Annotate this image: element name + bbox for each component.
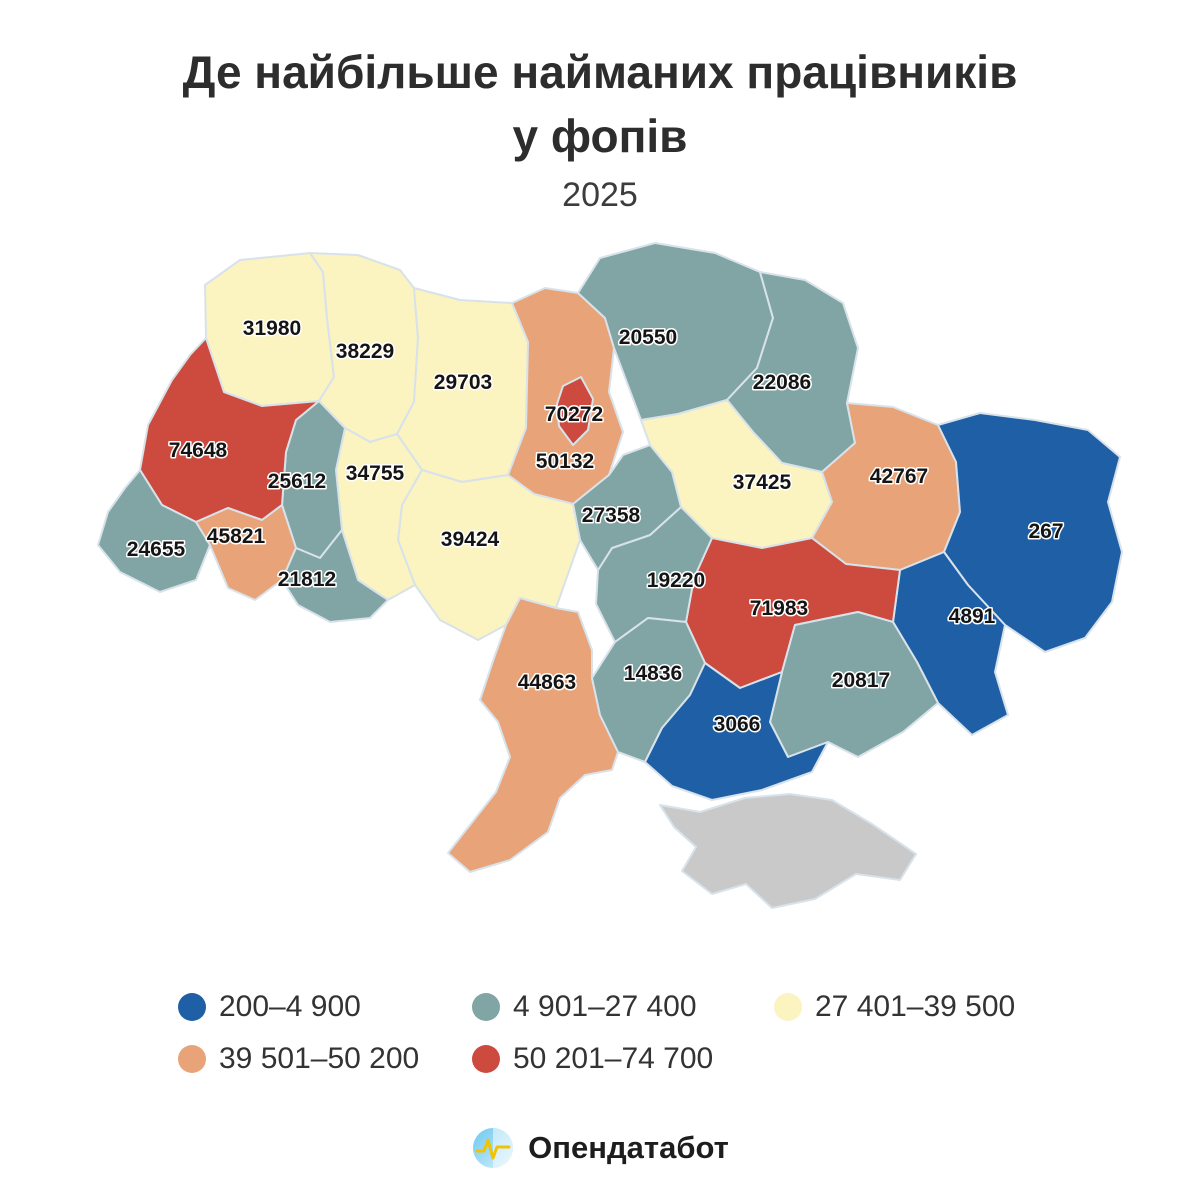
legend-item-4: 50 201–74 700	[472, 1042, 774, 1076]
legend-swatch-red	[472, 1045, 500, 1073]
label-khmelnytskyi: 34755	[346, 462, 405, 485]
region-labels: 31980 38229 29703 50132 70272 20550 2208…	[125, 316, 1065, 738]
legend-label-0: 200–4 900	[219, 990, 361, 1023]
legend-item-1: 4 901–27 400	[472, 990, 774, 1024]
label-mykolaiv: 14836	[624, 662, 682, 685]
label-zakarpattia: 24655	[127, 538, 186, 561]
label-cherkasy: 27358	[582, 504, 641, 527]
legend-label-3: 39 501–50 200	[219, 1042, 420, 1075]
region-crimea-shape[interactable]	[659, 793, 917, 909]
label-donetsk: 4891	[949, 605, 996, 628]
label-sumy: 22086	[753, 371, 811, 394]
legend-label-4: 50 201–74 700	[513, 1042, 714, 1075]
label-rivne: 38229	[336, 340, 394, 363]
subtitle-year: 2025	[562, 176, 638, 214]
region-chernivtsi-shape[interactable]	[281, 529, 389, 623]
label-vinnytsia: 39424	[441, 528, 500, 551]
legend-item-2: 27 401–39 500	[774, 990, 1015, 1024]
legend-label-1: 4 901–27 400	[513, 990, 697, 1023]
label-volyn: 31980	[243, 317, 301, 340]
label-kyiv-oblast: 50132	[536, 450, 594, 473]
label-kyiv-city: 70272	[545, 403, 603, 426]
label-kherson: 3066	[714, 713, 761, 736]
region-shapes	[97, 242, 1123, 909]
label-luhansk: 267	[1028, 520, 1063, 543]
label-dnipropetrovsk: 71983	[750, 597, 808, 620]
label-chernivtsi: 21812	[278, 568, 336, 591]
label-zaporizhzhia: 20817	[832, 669, 890, 692]
label-poltava: 37425	[733, 471, 792, 494]
label-kharkiv: 42767	[870, 465, 928, 488]
region-odesa-shape[interactable]	[447, 597, 619, 873]
label-odesa: 44863	[518, 671, 576, 694]
region-zakarpattia-shape[interactable]	[97, 469, 211, 593]
opendatabot-logo-icon	[473, 1128, 514, 1168]
legend-swatch-teal	[472, 993, 500, 1021]
legend-item-0: 200–4 900	[178, 990, 472, 1024]
legend-label-2: 27 401–39 500	[815, 990, 1016, 1023]
title-line-1: Де найбільше найманих працівників	[182, 46, 1018, 98]
label-zhytomyr: 29703	[434, 371, 492, 394]
region-kyiv-city-shape[interactable]	[556, 376, 594, 446]
title-line-2: у фопів	[512, 110, 688, 163]
footer: Опендатабот	[0, 1126, 1200, 1170]
legend-swatch-blue	[178, 993, 206, 1021]
label-chernihiv: 20550	[619, 326, 677, 349]
label-ternopil: 25612	[268, 470, 326, 493]
brand-name: Опендатабот	[528, 1130, 729, 1165]
page-title: Де найбільше найманих працівників у фопі…	[0, 40, 1200, 169]
legend: 200–4 900 4 901–27 400 27 401–39 500 39 …	[178, 990, 1015, 1076]
label-lviv: 74648	[169, 439, 228, 462]
region-luhansk-shape[interactable]	[937, 412, 1123, 653]
region-cherkasy-shape[interactable]	[572, 444, 682, 571]
label-kirovohrad: 19220	[647, 569, 705, 592]
label-ivano-frankivsk: 45821	[207, 525, 266, 548]
legend-swatch-orange	[178, 1045, 206, 1073]
region-kherson-shape[interactable]	[644, 662, 829, 801]
legend-swatch-yellow	[774, 993, 802, 1021]
legend-item-3: 39 501–50 200	[178, 1042, 472, 1076]
